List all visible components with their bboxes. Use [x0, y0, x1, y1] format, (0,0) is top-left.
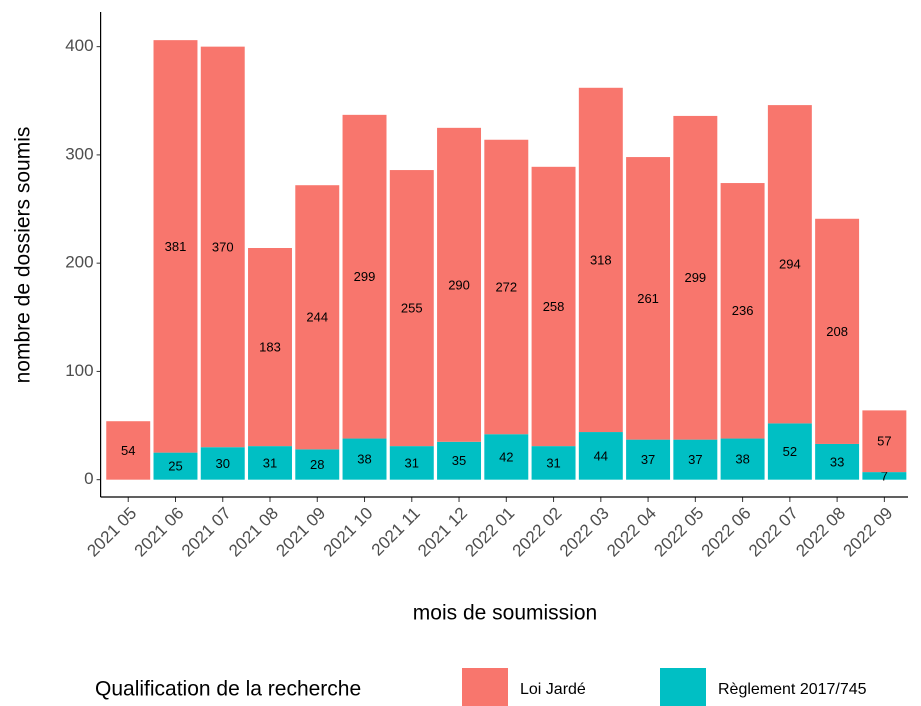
bar-segment — [626, 439, 671, 480]
legend-label: Loi Jardé — [520, 681, 586, 698]
x-tick-label: 2022 08 — [792, 504, 849, 561]
bar-segment — [720, 438, 765, 480]
bar-segment — [106, 421, 151, 480]
value-label: 31 — [263, 455, 277, 470]
value-label: 52 — [783, 444, 797, 459]
value-label: 299 — [684, 270, 706, 285]
bar-segment — [437, 441, 482, 480]
value-label: 30 — [216, 456, 230, 471]
legend-label: Règlement 2017/745 — [718, 681, 867, 698]
x-tick-label: 2021 07 — [178, 504, 235, 561]
y-tick-label: 300 — [65, 144, 93, 163]
x-tick-label: 2022 04 — [603, 504, 660, 561]
bar-segment — [295, 185, 340, 450]
x-tick-label: 2021 08 — [225, 504, 282, 561]
bar-segment — [720, 183, 765, 439]
y-tick-label: 200 — [65, 253, 93, 272]
bar-segment — [815, 218, 860, 444]
x-tick-label: 2021 09 — [272, 504, 329, 561]
bar-segment — [484, 139, 529, 435]
bar-segment — [626, 157, 671, 440]
y-axis-title: nombre de dossiers soumis — [12, 127, 35, 384]
x-tick-label: 2021 10 — [320, 504, 377, 561]
value-label: 38 — [735, 452, 749, 467]
x-tick-label: 2022 03 — [556, 504, 613, 561]
bar-segment — [578, 432, 623, 480]
value-label: 255 — [401, 301, 423, 316]
legend-swatch — [462, 668, 508, 706]
bar-segment — [437, 127, 482, 442]
value-label: 183 — [259, 339, 281, 354]
bar-segment — [578, 87, 623, 433]
value-label: 299 — [354, 269, 376, 284]
value-label: 258 — [543, 299, 565, 314]
bar-segment — [862, 472, 907, 480]
value-label: 290 — [448, 277, 470, 292]
bar-segment — [531, 446, 576, 480]
value-label: 294 — [779, 257, 801, 272]
bar-segment — [389, 446, 434, 480]
value-label: 57 — [877, 434, 891, 449]
y-tick-label: 400 — [65, 36, 93, 55]
bar-segment — [200, 447, 245, 480]
value-label: 31 — [405, 455, 419, 470]
value-label: 318 — [590, 252, 612, 267]
bar-segment — [342, 438, 387, 480]
value-label: 208 — [826, 324, 848, 339]
value-label: 25 — [168, 459, 182, 474]
bar-segment — [342, 114, 387, 439]
value-label: 244 — [306, 310, 328, 325]
bar-segment — [767, 105, 812, 424]
value-label: 42 — [499, 449, 513, 464]
x-tick-label: 2022 07 — [745, 504, 802, 561]
value-label: 33 — [830, 454, 844, 469]
value-label: 272 — [495, 279, 517, 294]
value-label: 37 — [688, 452, 702, 467]
bar-segment — [767, 423, 812, 480]
bar-segment — [673, 439, 718, 480]
x-tick-label: 2021 11 — [368, 504, 424, 560]
value-label: 35 — [452, 453, 466, 468]
legend-title: Qualification de la recherche — [95, 678, 361, 701]
value-label: 44 — [594, 448, 608, 463]
value-label: 37 — [641, 452, 655, 467]
bar-segment — [389, 170, 434, 447]
x-tick-label: 2022 09 — [839, 504, 896, 561]
bar-segment — [862, 410, 907, 473]
bar-segment — [673, 115, 718, 440]
value-label: 261 — [637, 291, 659, 306]
value-label: 236 — [732, 303, 754, 318]
x-tick-label: 2022 06 — [698, 504, 755, 561]
y-tick-label: 0 — [84, 469, 93, 488]
bar-segment — [248, 446, 292, 480]
y-tick-label: 100 — [65, 361, 93, 380]
bar-segment — [815, 443, 860, 480]
bar-segment — [248, 248, 292, 447]
bar-segment — [200, 46, 245, 448]
bar-segment — [153, 40, 198, 453]
bar-segment — [484, 434, 529, 480]
x-axis-title: mois de soumission — [413, 602, 597, 625]
value-label: 31 — [546, 455, 560, 470]
x-tick-label: 2022 02 — [509, 504, 566, 561]
bar-segment — [295, 449, 340, 480]
bar-segment — [153, 452, 198, 480]
value-label: 28 — [310, 457, 324, 472]
x-tick-label: 2021 05 — [83, 504, 140, 561]
value-label: 54 — [121, 443, 135, 458]
x-tick-label: 2022 05 — [650, 504, 707, 561]
x-tick-label: 2021 06 — [131, 504, 188, 561]
x-tick-label: 2021 12 — [414, 504, 471, 561]
value-label: 38 — [357, 452, 371, 467]
x-tick-label: 2022 01 — [461, 504, 518, 561]
value-label: 370 — [212, 239, 234, 254]
value-label: 381 — [165, 239, 187, 254]
value-label: 7 — [881, 468, 888, 483]
bar-segment — [531, 166, 576, 447]
legend-swatch — [660, 668, 706, 706]
